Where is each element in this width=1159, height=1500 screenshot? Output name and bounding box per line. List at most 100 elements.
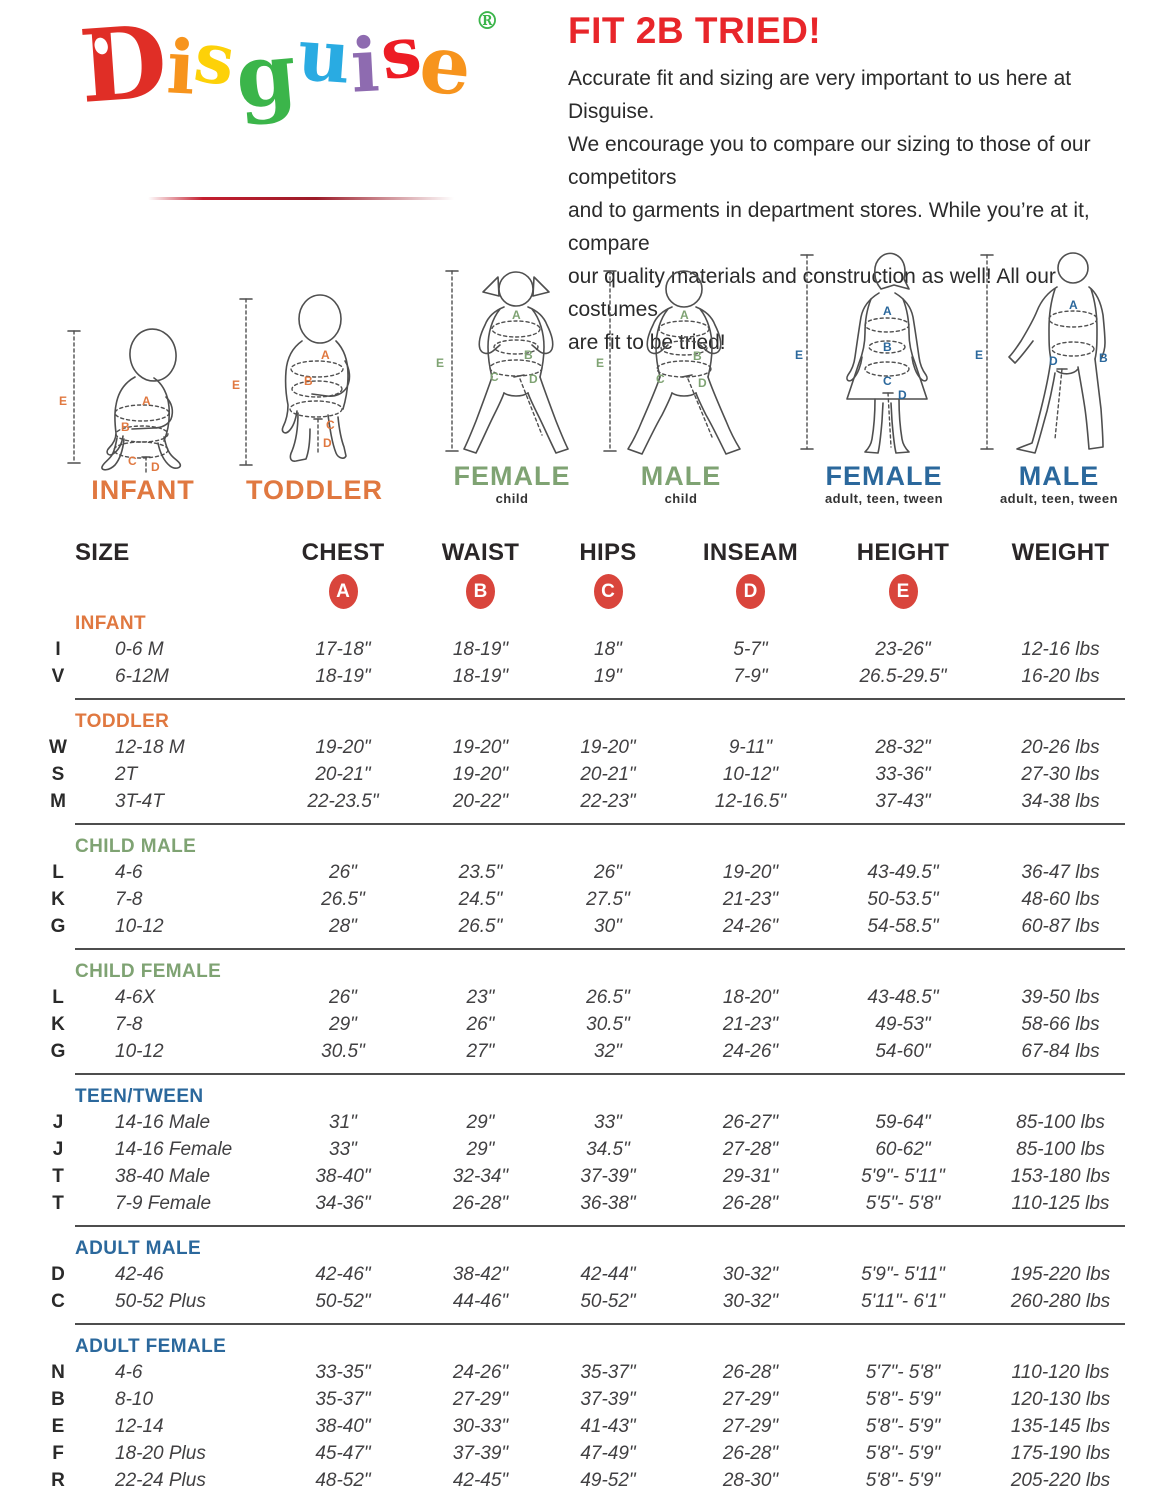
table-row: R 22-24 Plus 48-52" 42-45" 49-52" 28-30" 5'8"-… <box>38 1467 1148 1494</box>
row-value: 20-21" <box>580 763 636 785</box>
section-header: CHILD MALE <box>75 836 197 857</box>
row-value: 29" <box>329 1013 357 1035</box>
section-divider <box>75 823 1125 825</box>
figure-sublabel: adult, teen, tween <box>999 491 1119 506</box>
row-value: 27-28" <box>722 1138 779 1160</box>
badge-a: A <box>328 573 358 609</box>
svg-text:C: C <box>490 370 499 384</box>
row-value: 37-39" <box>580 1388 636 1410</box>
table-row: F 18-20 Plus 45-47" 37-39" 47-49" 26-28" 5'8"-… <box>38 1440 1148 1467</box>
size-table-body: INFANT I 0-6 M 17-18" 18-19" 18" 5-7" 23-26" 12-… <box>38 612 1148 1494</box>
figure-female-child: E A B C D FEMALE child <box>428 263 596 506</box>
row-value: 32-34" <box>452 1165 509 1187</box>
badge-e: E <box>888 573 918 609</box>
row-value: 19-20" <box>315 736 371 758</box>
row-value: 5'8"- 5'9" <box>865 1388 941 1410</box>
row-value: 26-28" <box>722 1361 779 1383</box>
row-value: 50-52" <box>315 1290 371 1312</box>
row-value: 135-145 lbs <box>1010 1415 1111 1437</box>
section-divider <box>75 1225 1125 1227</box>
row-value: 29" <box>466 1111 495 1133</box>
row-letter: L <box>52 861 64 883</box>
row-value: 20-26 lbs <box>1021 736 1100 758</box>
row-value: 26-28" <box>722 1442 779 1464</box>
row-size: 14-16 Male <box>115 1111 211 1133</box>
row-value: 24.5" <box>458 888 503 910</box>
row-letter: E <box>51 1415 65 1437</box>
table-row: B 8-10 35-37" 27-29" 37-39" 27-29" 5'8"- 5'9" 1… <box>38 1386 1148 1413</box>
svg-text:E: E <box>596 356 604 370</box>
row-value: 38-42" <box>452 1263 509 1285</box>
svg-text:E: E <box>232 378 240 392</box>
row-value: 23" <box>466 986 495 1008</box>
figure-female-adult: E A B C D FEMALE adult, teen, tween <box>795 247 973 506</box>
row-value: 28-32" <box>875 736 931 758</box>
row-value: 38-40" <box>315 1415 371 1437</box>
table-row: C 50-52 Plus 50-52" 44-46" 50-52" 30-32" 5'11"… <box>38 1288 1148 1315</box>
row-value: 27-29" <box>722 1415 779 1437</box>
table-row: S 2T 20-21" 19-20" 20-21" 10-12" 33-36" 27-30 l… <box>38 761 1148 788</box>
logo-underline <box>148 197 454 200</box>
row-value: 26" <box>466 1013 495 1035</box>
row-value: 42-45" <box>452 1469 509 1491</box>
svg-text:A: A <box>883 304 892 318</box>
row-size: 38-40 Male <box>115 1165 211 1187</box>
row-value: 110-120 lbs <box>1011 1361 1110 1383</box>
row-letter: N <box>51 1361 65 1383</box>
row-value: 45-47" <box>315 1442 371 1464</box>
figure-label: TODDLER <box>245 475 383 505</box>
badge-row: A B C D E <box>38 570 1148 612</box>
row-value: 10-12" <box>722 763 779 785</box>
row-value: 7-9" <box>733 665 768 687</box>
row-value: 54-60" <box>875 1040 931 1062</box>
row-value: 27-29" <box>452 1388 509 1410</box>
row-size: 10-12 <box>115 915 164 937</box>
table-row: I 0-6 M 17-18" 18-19" 18" 5-7" 23-26" 12-16 lbs <box>38 636 1148 663</box>
row-value: 22-23.5" <box>307 790 379 812</box>
row-value: 33" <box>594 1111 622 1133</box>
row-size: 7-8 <box>115 1013 143 1035</box>
svg-text:B: B <box>883 340 892 354</box>
row-value: 23.5" <box>458 861 503 883</box>
row-value: 50-53.5" <box>867 888 939 910</box>
row-letter: G <box>50 915 66 937</box>
infant-diagram: E A B C D <box>59 328 182 473</box>
disguise-logo: Disguise® <box>76 2 500 184</box>
size-table: SIZE CHEST WAIST HIPS INSEAM HEIGHT WEIG… <box>38 538 1148 1494</box>
table-row: G 10-12 28" 26.5" 30" 24-26" 54-58.5" 60-87 lbs <box>38 913 1148 940</box>
row-value: 34.5" <box>586 1138 630 1160</box>
row-value: 18" <box>594 638 622 660</box>
row-letter: K <box>51 1013 65 1035</box>
row-value: 27-29" <box>722 1388 779 1410</box>
table-row: V 6-12M 18-19" 18-19" 19" 7-9" 26.5-29.5" 16-20… <box>38 663 1148 690</box>
row-value: 39-50 lbs <box>1021 986 1100 1008</box>
row-value: 29" <box>466 1138 495 1160</box>
row-value: 26-28" <box>452 1192 509 1214</box>
row-letter: W <box>49 736 67 758</box>
section-divider <box>75 1073 1125 1075</box>
svg-text:E: E <box>975 348 983 362</box>
row-value: 26.5" <box>458 915 503 937</box>
row-letter: R <box>51 1469 65 1491</box>
section-header: ADULT MALE <box>75 1238 202 1259</box>
row-value: 18-19" <box>452 638 509 660</box>
page-title: FIT 2B TRIED! <box>568 10 822 51</box>
row-size: 12-14 <box>115 1415 164 1437</box>
svg-text:D: D <box>898 388 907 402</box>
row-value: 85-100 lbs <box>1016 1138 1105 1160</box>
row-size: 50-52 Plus <box>115 1290 206 1312</box>
row-value: 5'5"- 5'8" <box>865 1192 941 1214</box>
svg-text:E: E <box>59 394 67 408</box>
svg-text:B: B <box>524 348 533 362</box>
svg-text:C: C <box>656 372 665 386</box>
figure-band: E A B C D INFANT E <box>0 240 1159 512</box>
figure-sublabel: adult, teen, tween <box>824 491 944 506</box>
row-value: 37-39" <box>580 1165 636 1187</box>
table-row: E 12-14 38-40" 30-33" 41-43" 27-29" 5'8"- 5'9"… <box>38 1413 1148 1440</box>
row-value: 24-26" <box>722 915 779 937</box>
row-letter: B <box>51 1388 65 1410</box>
badge-d: D <box>736 573 765 609</box>
row-letter: V <box>51 665 65 687</box>
row-size: 18-20 Plus <box>115 1442 206 1464</box>
figure-male-child: E A B C D MALE child <box>596 263 766 506</box>
